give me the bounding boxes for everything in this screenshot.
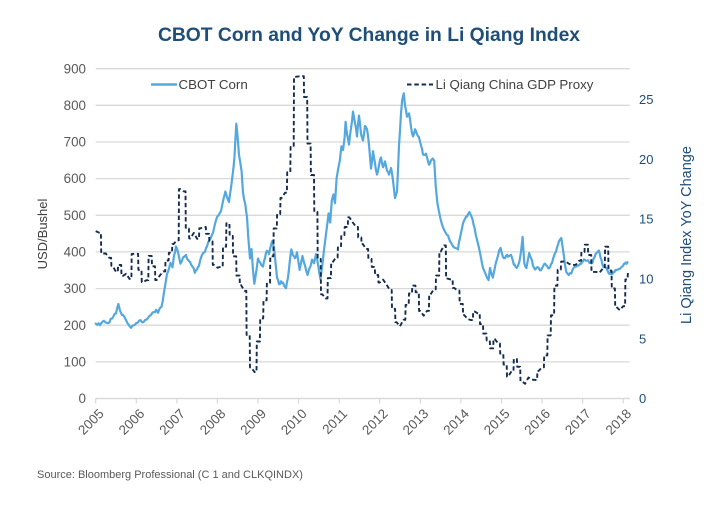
svg-text:25: 25	[639, 92, 653, 107]
svg-text:0: 0	[79, 391, 86, 406]
svg-text:10: 10	[639, 272, 653, 287]
svg-text:Source: Bloomberg Professional: Source: Bloomberg Professional (C 1 and …	[37, 469, 303, 481]
svg-text:20: 20	[639, 152, 653, 167]
svg-text:300: 300	[64, 281, 86, 296]
svg-text:800: 800	[64, 98, 86, 113]
svg-text:15: 15	[639, 212, 653, 227]
svg-text:200: 200	[64, 318, 86, 333]
svg-text:Li Qiang China GDP Proxy: Li Qiang China GDP Proxy	[436, 77, 594, 92]
svg-text:700: 700	[64, 135, 86, 150]
svg-text:600: 600	[64, 171, 86, 186]
svg-text:Li Qiang Index YoY Change: Li Qiang Index YoY Change	[679, 146, 695, 324]
svg-text:400: 400	[64, 245, 86, 260]
svg-text:CBOT Corn: CBOT Corn	[179, 77, 248, 92]
svg-text:0: 0	[639, 391, 646, 406]
svg-text:100: 100	[64, 355, 86, 370]
svg-text:500: 500	[64, 208, 86, 223]
svg-text:5: 5	[639, 331, 646, 346]
svg-text:900: 900	[64, 61, 86, 76]
svg-text:USD/Bushel: USD/Bushel	[35, 198, 50, 269]
svg-text:CBOT Corn and YoY Change in Li: CBOT Corn and YoY Change in Li Qiang Ind…	[158, 25, 580, 46]
